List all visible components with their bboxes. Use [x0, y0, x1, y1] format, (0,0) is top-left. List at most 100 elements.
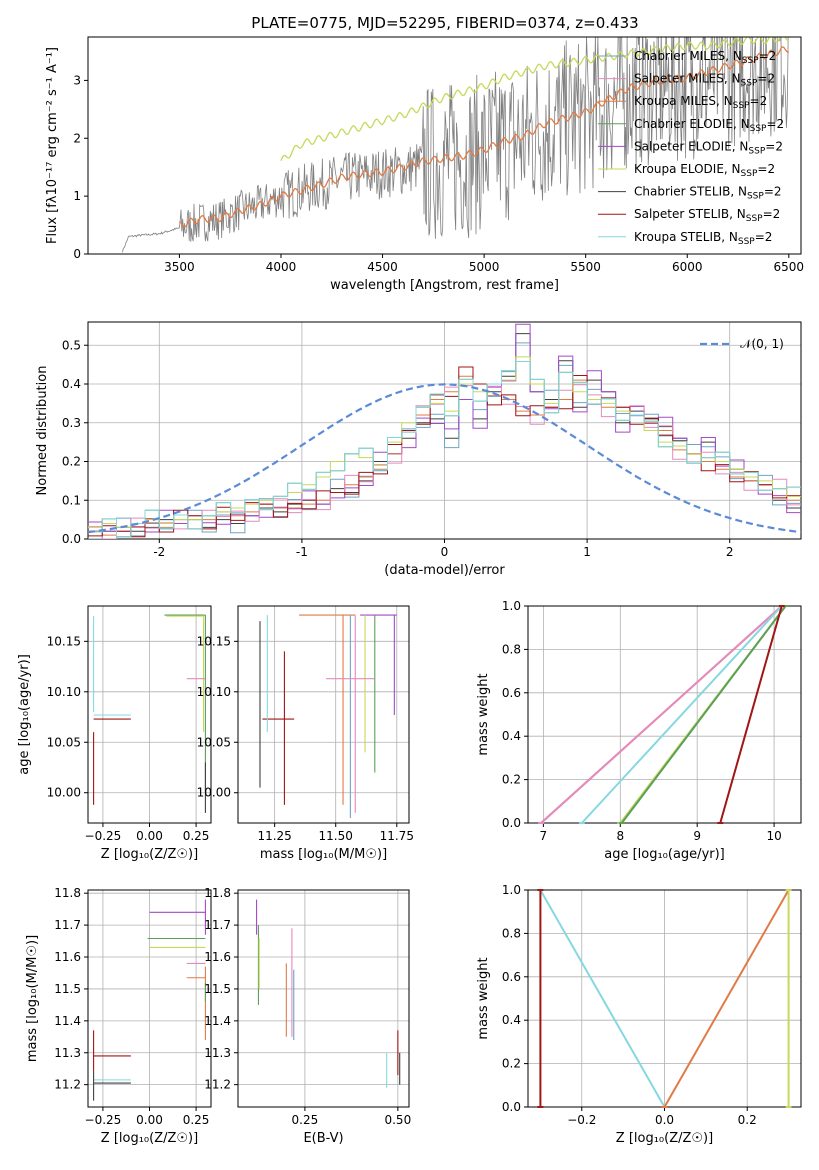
x-tick-label: 10	[766, 829, 781, 843]
x-tick-label: 0.25	[183, 1113, 210, 1127]
y-axis-label: mass weight	[476, 673, 491, 755]
x-axis-label: Z [log₁₀(Z/Z☉)]	[101, 847, 198, 862]
axes-frame	[527, 605, 802, 824]
legend-label: 𝒩(0, 1)	[740, 337, 784, 351]
x-tick-label: 0.0	[655, 1113, 674, 1127]
y-tick-label: 10.05	[197, 735, 231, 749]
y-tick-label: 11.3	[54, 1046, 81, 1060]
x-tick-label: −0.25	[85, 829, 122, 843]
x-tick-label: 6500	[774, 260, 805, 274]
weight-line	[581, 605, 783, 824]
legend-tail: =2	[757, 162, 775, 176]
x-tick-label: 2	[726, 545, 734, 559]
x-tick-label: −0.2	[567, 1113, 596, 1127]
y-tick-label: 10.00	[47, 786, 81, 800]
y-tick-label: 11.5	[54, 982, 81, 996]
normal-curve	[88, 383, 801, 534]
legend-label: Kroupa ELODIE, NSSP=2	[634, 162, 775, 179]
y-tick-label: 10.00	[197, 786, 231, 800]
y-axis-label: Flux [fλ10⁻¹⁷ erg cm⁻² s⁻¹ A⁻¹]	[45, 47, 60, 244]
y-tick-label: 11.3	[204, 1046, 231, 1060]
x-tick-label: 0	[441, 545, 449, 559]
x-tick-label: 0.00	[136, 829, 163, 843]
legend-subscript: SSP	[742, 56, 759, 66]
legend-tail: =2	[759, 49, 777, 63]
x-tick-label: -1	[296, 545, 308, 559]
y-axis-label: mass [log₁₀(M/M☉)]	[25, 935, 40, 1062]
y-tick-label: 11.8	[204, 886, 231, 900]
x-tick-label: 3500	[164, 260, 195, 274]
legend-tail: =2	[757, 72, 775, 86]
y-tick-label: 1.0	[502, 599, 521, 613]
histogram-series	[88, 361, 801, 538]
legend-tail: =2	[766, 117, 784, 131]
x-tick-label: 7	[540, 829, 548, 843]
model-spectrum-line	[280, 37, 789, 162]
legend-label: Salpeter MILES, NSSP=2	[634, 72, 775, 89]
x-tick-label: 4000	[266, 260, 297, 274]
histogram-series	[88, 323, 801, 538]
y-axis-label: Normed distribution	[35, 366, 50, 496]
y-tick-label: 11.7	[204, 918, 231, 932]
weight-line	[621, 605, 787, 824]
y-tick-label: 0.1	[62, 493, 81, 507]
x-tick-label: 11.25	[257, 829, 291, 843]
x-tick-label: 8	[616, 829, 624, 843]
spectrum-lines	[122, 37, 789, 253]
y-tick-label: 10.15	[197, 634, 231, 648]
y-tick-label: 0.5	[62, 338, 81, 352]
x-axis-label: Z [log₁₀(Z/Z☉)]	[616, 1131, 713, 1146]
panel-residuals: -2 -1 0 1 2 0.0 0.1 0.2 0.3 0.4 0.5 (data-model)/er…	[35, 321, 802, 578]
weight-line	[539, 889, 666, 1108]
y-tick-label: 10.10	[197, 685, 231, 699]
panel-ebv_vs_mass: 0.25 0.50 11.2 11.3 11.4 11.5 11.6 11.7 11.8 E(B-…	[204, 886, 411, 1146]
x-axis-label: E(B-V)	[303, 1131, 343, 1146]
legend-tail: =2	[763, 207, 781, 221]
y-tick-label: 11.6	[54, 950, 81, 964]
x-axis-label: mass [log₁₀(M/M☉)]	[260, 847, 387, 862]
legend-tail: =2	[755, 230, 773, 244]
legend-label: Kroupa STELIB, NSSP=2	[634, 230, 772, 247]
y-tick-label: 0.0	[502, 1100, 521, 1114]
model-spectrum-line	[179, 46, 789, 228]
y-tick-label: 0	[73, 247, 81, 261]
x-tick-label: 6000	[672, 260, 703, 274]
y-tick-label: 11.4	[204, 1014, 231, 1028]
weight-line	[663, 889, 790, 1108]
y-tick-label: 11.4	[54, 1014, 81, 1028]
y-axis-label: mass weight	[476, 957, 491, 1039]
weight-line	[719, 605, 783, 824]
y-tick-label: 11.7	[54, 918, 81, 932]
legend-label: Chabrier ELODIE, NSSP=2	[634, 117, 784, 134]
y-axis-label: age [log₁₀(age/yr)]	[17, 654, 32, 775]
y-tick-label: 0.2	[62, 455, 81, 469]
legend-subscript: SSP	[741, 169, 758, 179]
histogram-steps	[88, 323, 801, 539]
axes-frame	[237, 889, 410, 1108]
panel-z_vs_mass: −0.25 0.00 0.25 11.2 11.3 11.4 11.5 11.6 11.7 11.…	[25, 886, 212, 1146]
y-tick-label: 0.0	[62, 532, 81, 546]
legend-subscript: SSP	[748, 146, 765, 156]
axes-frame	[87, 36, 802, 255]
legend-label: Salpeter STELIB, NSSP=2	[634, 207, 780, 224]
y-tick-label: 11.2	[54, 1078, 81, 1092]
x-tick-label: 11.75	[380, 829, 414, 843]
x-axis-label: Z [log₁₀(Z/Z☉)]	[101, 1131, 198, 1146]
y-tick-label: 0.6	[502, 970, 521, 984]
y-tick-label: 10.05	[47, 735, 81, 749]
x-tick-label: -2	[153, 545, 165, 559]
y-tick-label: 0.0	[502, 816, 521, 830]
y-tick-label: 11.6	[204, 950, 231, 964]
x-tick-label: 0.2	[738, 1113, 757, 1127]
axes-frame	[237, 605, 410, 824]
y-tick-label: 1	[73, 189, 81, 203]
y-tick-label: 3	[73, 73, 81, 87]
y-tick-label: 0.8	[502, 642, 521, 656]
x-tick-label: 5500	[570, 260, 601, 274]
y-tick-label: 10.10	[47, 685, 81, 699]
panel-z_weight: −0.2 0.0 0.2 0.0 0.2 0.4 0.6 0.8 1.0 Z [log₁₀(Z/Z…	[476, 883, 802, 1146]
y-tick-label: 11.8	[54, 886, 81, 900]
legend-label: Chabrier MILES, NSSP=2	[634, 49, 776, 66]
x-tick-label: 0.50	[384, 1113, 411, 1127]
panel-mass_vs_age: 11.25 11.50 11.75 10.00 10.05 10.10 10.15 mass …	[197, 605, 414, 862]
